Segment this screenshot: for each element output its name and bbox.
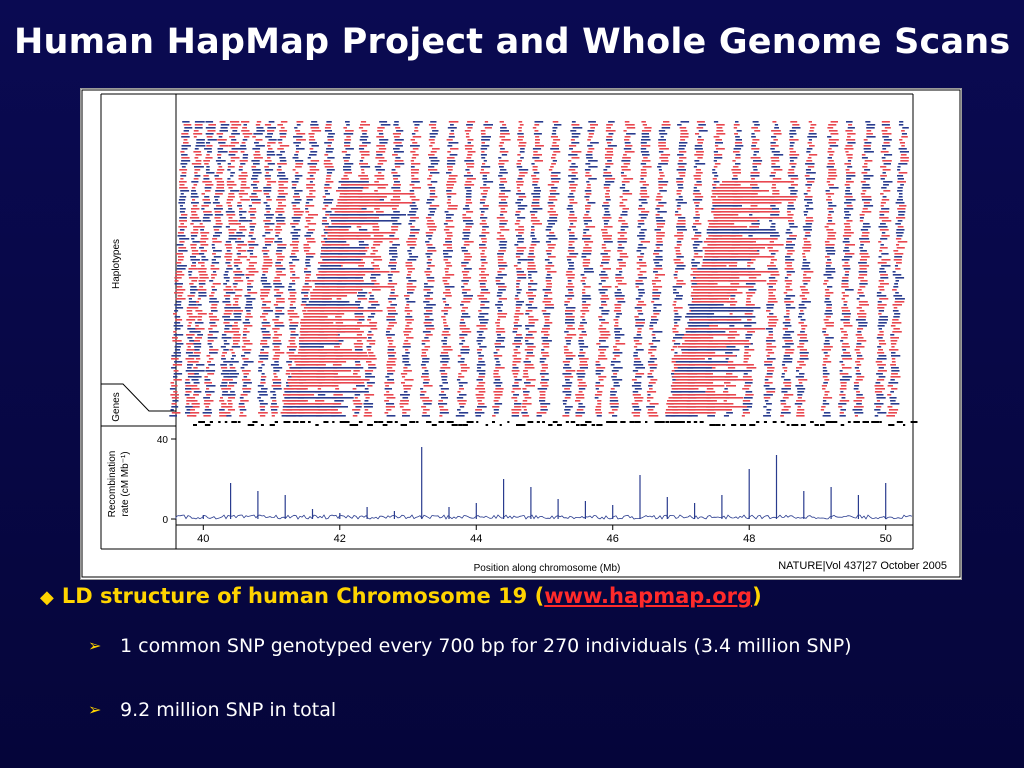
sub-bullet-2-text: 9.2 million SNP in total [120, 699, 337, 721]
diamond-bullet-icon: ◆ [40, 587, 54, 608]
y-tick-label: 40 [157, 435, 169, 446]
slide-title: Human HapMap Project and Whole Genome Sc… [14, 22, 1011, 62]
main-bullet-close: ) [752, 584, 762, 608]
arrow-bullet-icon: ➢ [88, 700, 102, 719]
main-bullet: ◆ LD structure of human Chromosome 19 (ww… [40, 584, 762, 608]
recomb-axis-label-line2: rate (cM Mb⁻¹) [120, 451, 131, 516]
x-tick-label: 46 [607, 533, 619, 545]
sub-bullet-2: ➢ 9.2 million SNP in total [88, 698, 940, 722]
main-bullet-text: LD structure of human Chromosome 19 ( [61, 584, 545, 608]
genes-track [193, 421, 918, 426]
hapmap-chart: 0 40 40 42 44 46 48 50 Haplotypes Genes Recombi… [81, 89, 961, 578]
genes-axis-label: Genes [111, 392, 122, 421]
arrow-bullet-icon: ➢ [88, 636, 102, 655]
sub-bullet-1-text: 1 common SNP genotyped every 700 bp for … [120, 635, 852, 657]
hapmap-figure: 0 40 40 42 44 46 48 50 Haplotypes Genes Recombi… [80, 88, 962, 580]
haplotypes-axis-label: Haplotypes [111, 239, 122, 289]
y-tick-label: 0 [162, 515, 168, 526]
figure-caption: NATURE|Vol 437|27 October 2005 [778, 560, 947, 572]
sub-bullet-1: ➢ 1 common SNP genotyped every 700 bp fo… [88, 634, 940, 658]
recomb-baseline [175, 514, 913, 520]
x-tick-label: 40 [197, 533, 209, 545]
x-tick-label: 48 [743, 533, 755, 545]
recomb-axis-label-line1: Recombination [107, 451, 118, 518]
recombination-panel: 0 40 40 42 44 46 48 50 [157, 434, 913, 545]
haplotype-panel [169, 121, 909, 417]
hapmap-link[interactable]: www.hapmap.org [544, 584, 753, 608]
x-tick-label: 44 [470, 533, 482, 545]
x-tick-label: 42 [334, 533, 346, 545]
x-tick-label: 50 [880, 533, 892, 545]
x-axis-label: Position along chromosome (Mb) [474, 563, 621, 574]
